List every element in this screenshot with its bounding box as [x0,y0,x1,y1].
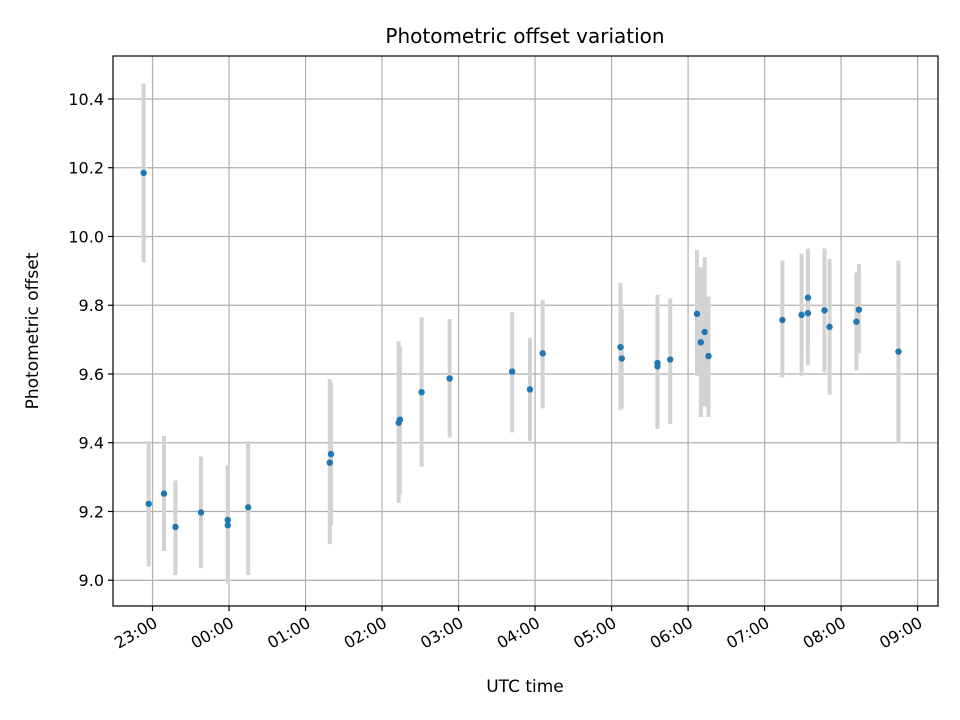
data-point [617,343,624,351]
data-point [224,522,231,529]
data-point [804,309,812,317]
data-point [418,388,425,396]
data-point [145,500,152,508]
y-tick-label: 9.6 [79,365,104,384]
data-point [140,169,147,177]
chart-title: Photometric offset variation [385,24,664,48]
data-point [396,416,404,423]
y-tick-label: 9.8 [79,296,104,315]
data-point [508,368,516,375]
data-point [667,356,674,363]
data-point [779,316,786,324]
y-tick-label: 10.4 [68,90,104,109]
data-point [705,352,712,360]
data-point [224,516,231,524]
data-point [618,355,625,362]
data-point [197,509,205,516]
data-points [140,169,902,531]
data-point [526,386,534,393]
y-tick-label: 9.4 [79,434,104,453]
y-axis-label: Photometric offset [23,252,43,409]
data-point [539,350,546,357]
plot-frame [112,55,939,607]
y-axis: 9.0 9.2 9.4 9.6 9.8 10.0 10.2 10.4 [68,90,113,590]
data-point [446,375,453,382]
x-axis-label: UTC time [486,677,564,697]
data-point [855,306,863,313]
data-point [654,363,661,370]
data-point [697,339,705,346]
data-point [804,294,812,301]
y-tick-label: 9.2 [79,502,104,521]
data-point [826,323,833,331]
data-point [326,459,333,466]
data-point [693,310,701,318]
data-point [821,307,828,314]
data-point [172,523,179,531]
data-point [327,450,335,458]
y-tick-label: 10.2 [68,159,104,178]
y-tick-label: 10.0 [68,227,104,246]
grid [113,56,938,606]
data-point [160,490,168,497]
data-point [895,348,902,355]
data-point [798,311,805,319]
data-point [701,328,708,336]
data-point [853,318,860,325]
y-tick-label: 9.0 [79,571,104,590]
data-point [244,504,252,511]
